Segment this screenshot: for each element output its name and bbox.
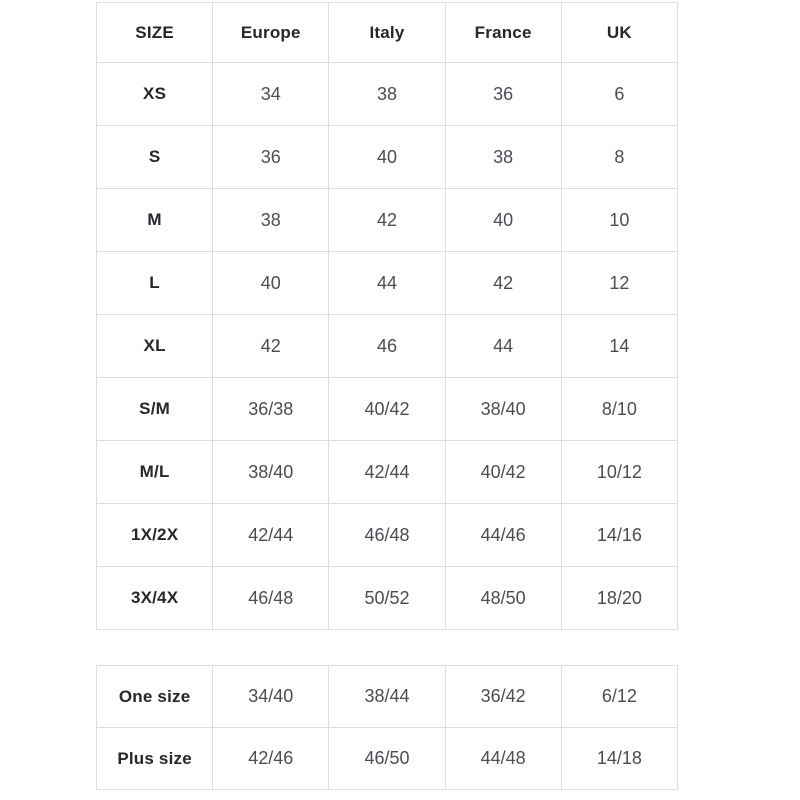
value-cell: 44/48 bbox=[444, 727, 562, 790]
value-cell: 40 bbox=[212, 251, 330, 315]
size-label-cell: 1X/2X bbox=[95, 503, 214, 567]
value-cell: 8 bbox=[560, 125, 679, 189]
value-cell: 40/42 bbox=[328, 377, 446, 441]
value-cell: 48/50 bbox=[444, 566, 562, 630]
value-cell: 44/46 bbox=[444, 503, 562, 567]
table-row: XL 42 46 44 14 bbox=[95, 314, 679, 378]
value-cell: 50/52 bbox=[328, 566, 446, 630]
header-cell-europe: Europe bbox=[212, 2, 330, 63]
header-row: SIZE Europe Italy France UK bbox=[95, 2, 679, 63]
value-cell: 38 bbox=[444, 125, 562, 189]
value-cell: 40 bbox=[328, 125, 446, 189]
value-cell: 14/16 bbox=[560, 503, 679, 567]
value-cell: 38 bbox=[212, 188, 330, 252]
value-cell: 42 bbox=[328, 188, 446, 252]
size-label-cell: Plus size bbox=[95, 727, 214, 790]
main-table-body: XS 34 38 36 6 S 36 40 38 8 M 38 42 40 10 L 40 44 42 12 XL 42 4… bbox=[95, 62, 679, 630]
table-row: L 40 44 42 12 bbox=[95, 251, 679, 315]
size-label-cell: S/M bbox=[95, 377, 214, 441]
table-row: 1X/2X 42/44 46/48 44/46 14/16 bbox=[95, 503, 679, 567]
value-cell: 44 bbox=[328, 251, 446, 315]
table-row: XS 34 38 36 6 bbox=[95, 62, 679, 126]
value-cell: 38 bbox=[328, 62, 446, 126]
value-cell: 44 bbox=[444, 314, 562, 378]
table-row: M/L 38/40 42/44 40/42 10/12 bbox=[95, 440, 679, 504]
value-cell: 38/44 bbox=[328, 665, 446, 728]
size-label-cell: L bbox=[95, 251, 214, 315]
one-size-plus-size-table: One size 34/40 38/44 36/42 6/12 Plus size 42/4… bbox=[95, 665, 679, 790]
size-label-cell: 3X/4X bbox=[95, 566, 214, 630]
value-cell: 42/46 bbox=[212, 727, 330, 790]
value-cell: 46 bbox=[328, 314, 446, 378]
value-cell: 40/42 bbox=[444, 440, 562, 504]
value-cell: 46/48 bbox=[212, 566, 330, 630]
size-label-cell: XS bbox=[95, 62, 214, 126]
table-row: M 38 42 40 10 bbox=[95, 188, 679, 252]
value-cell: 36 bbox=[212, 125, 330, 189]
value-cell: 46/48 bbox=[328, 503, 446, 567]
value-cell: 14/18 bbox=[560, 727, 679, 790]
header-cell-france: France bbox=[444, 2, 562, 63]
value-cell: 36/42 bbox=[444, 665, 562, 728]
table-row: One size 34/40 38/44 36/42 6/12 bbox=[95, 665, 679, 728]
size-label-cell: M bbox=[95, 188, 214, 252]
value-cell: 42 bbox=[444, 251, 562, 315]
table-row: 3X/4X 46/48 50/52 48/50 18/20 bbox=[95, 566, 679, 630]
value-cell: 6 bbox=[560, 62, 679, 126]
table-row: Plus size 42/46 46/50 44/48 14/18 bbox=[95, 727, 679, 790]
value-cell: 40 bbox=[444, 188, 562, 252]
value-cell: 10 bbox=[560, 188, 679, 252]
value-cell: 42 bbox=[212, 314, 330, 378]
value-cell: 14 bbox=[560, 314, 679, 378]
header-cell-uk: UK bbox=[560, 2, 679, 63]
value-cell: 36 bbox=[444, 62, 562, 126]
value-cell: 36/38 bbox=[212, 377, 330, 441]
value-cell: 10/12 bbox=[560, 440, 679, 504]
value-cell: 38/40 bbox=[212, 440, 330, 504]
size-chart: SIZE Europe Italy France UK XS 34 38 36 6 S 36 40 38… bbox=[95, 2, 679, 790]
value-cell: 38/40 bbox=[444, 377, 562, 441]
value-cell: 18/20 bbox=[560, 566, 679, 630]
table-row: S 36 40 38 8 bbox=[95, 125, 679, 189]
size-label-cell: One size bbox=[95, 665, 214, 728]
size-label-cell: S bbox=[95, 125, 214, 189]
value-cell: 42/44 bbox=[212, 503, 330, 567]
header-cell-italy: Italy bbox=[328, 2, 446, 63]
value-cell: 12 bbox=[560, 251, 679, 315]
value-cell: 6/12 bbox=[560, 665, 679, 728]
value-cell: 34 bbox=[212, 62, 330, 126]
header-cell-size: SIZE bbox=[95, 2, 214, 63]
table-row: S/M 36/38 40/42 38/40 8/10 bbox=[95, 377, 679, 441]
extra-table-body: One size 34/40 38/44 36/42 6/12 Plus size 42/4… bbox=[95, 665, 679, 790]
value-cell: 8/10 bbox=[560, 377, 679, 441]
size-label-cell: XL bbox=[95, 314, 214, 378]
size-label-cell: M/L bbox=[95, 440, 214, 504]
value-cell: 46/50 bbox=[328, 727, 446, 790]
size-conversion-table: SIZE Europe Italy France UK XS 34 38 36 6 S 36 40 38… bbox=[95, 2, 679, 630]
value-cell: 42/44 bbox=[328, 440, 446, 504]
value-cell: 34/40 bbox=[212, 665, 330, 728]
table-header: SIZE Europe Italy France UK bbox=[95, 2, 679, 63]
